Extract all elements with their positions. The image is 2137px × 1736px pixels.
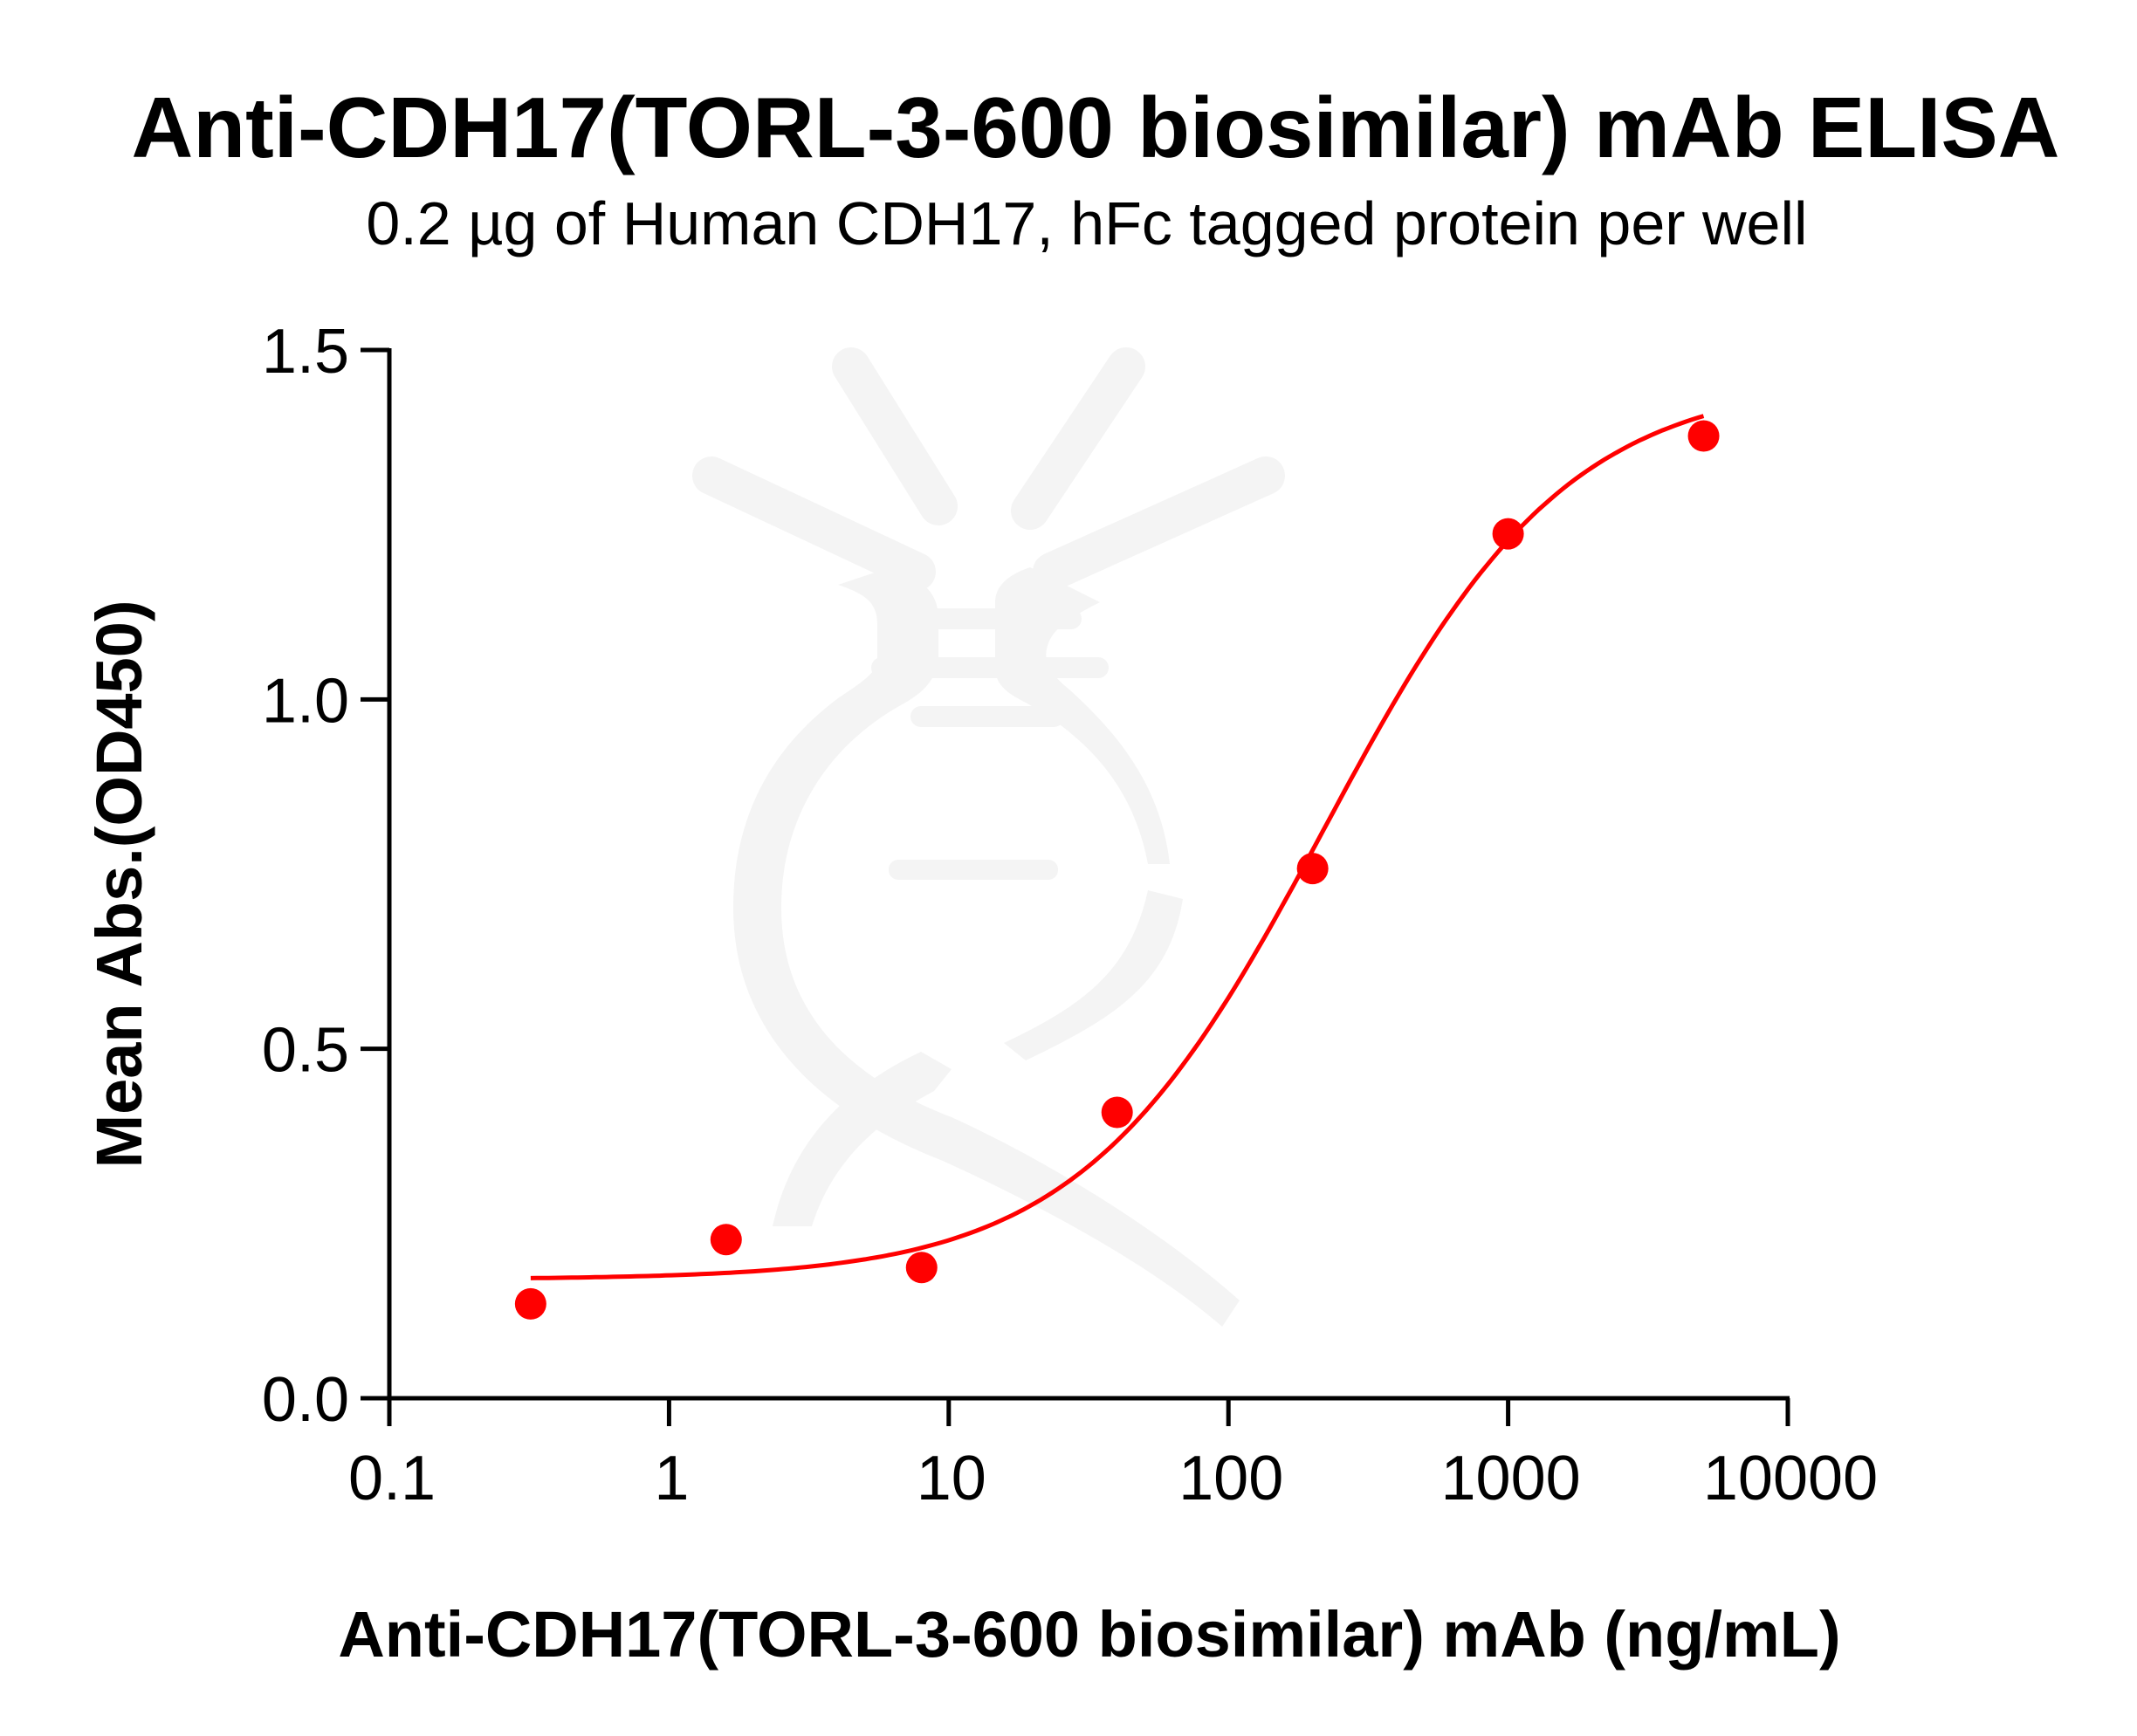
data-point [514,1287,546,1320]
data-point [905,1252,938,1284]
y-tick-label: 0.5 [262,1016,349,1086]
x-tick-label: 0.1 [348,1444,436,1513]
chart-subtitle: 0.2 µg of Human CDH17, hFc tagged protei… [366,189,1807,257]
y-axis: 0.0 0.5 1.0 1.5 [262,317,392,1435]
y-tick-label: 1.0 [262,666,349,736]
x-tick-label: 1 [654,1444,689,1513]
data-points [514,420,1720,1320]
x-tick-label: 1000 [1441,1444,1581,1513]
y-tick-label: 1.5 [262,317,349,387]
y-axis-title: Mean Abs.(OD450) [83,600,155,1168]
x-axis-title: Anti-CDH17(TORL-3-600 biosimilar) mAb (n… [338,1598,1840,1671]
x-tick-label: 10 [917,1444,986,1513]
x-tick-label: 10000 [1703,1444,1878,1513]
data-point [710,1224,742,1256]
data-point [1101,1096,1133,1129]
chart-title: Anti-CDH17(TORL-3-600 biosimilar) mAb EL… [132,79,2060,175]
data-point [1296,853,1329,885]
data-point [1492,518,1524,550]
watermark-logo-icon [692,347,1285,1327]
x-axis: 0.1 1 10 100 1000 10000 [348,1396,1878,1513]
y-tick-label: 0.0 [262,1365,349,1435]
data-point [1687,420,1720,452]
x-tick-label: 100 [1178,1444,1283,1513]
